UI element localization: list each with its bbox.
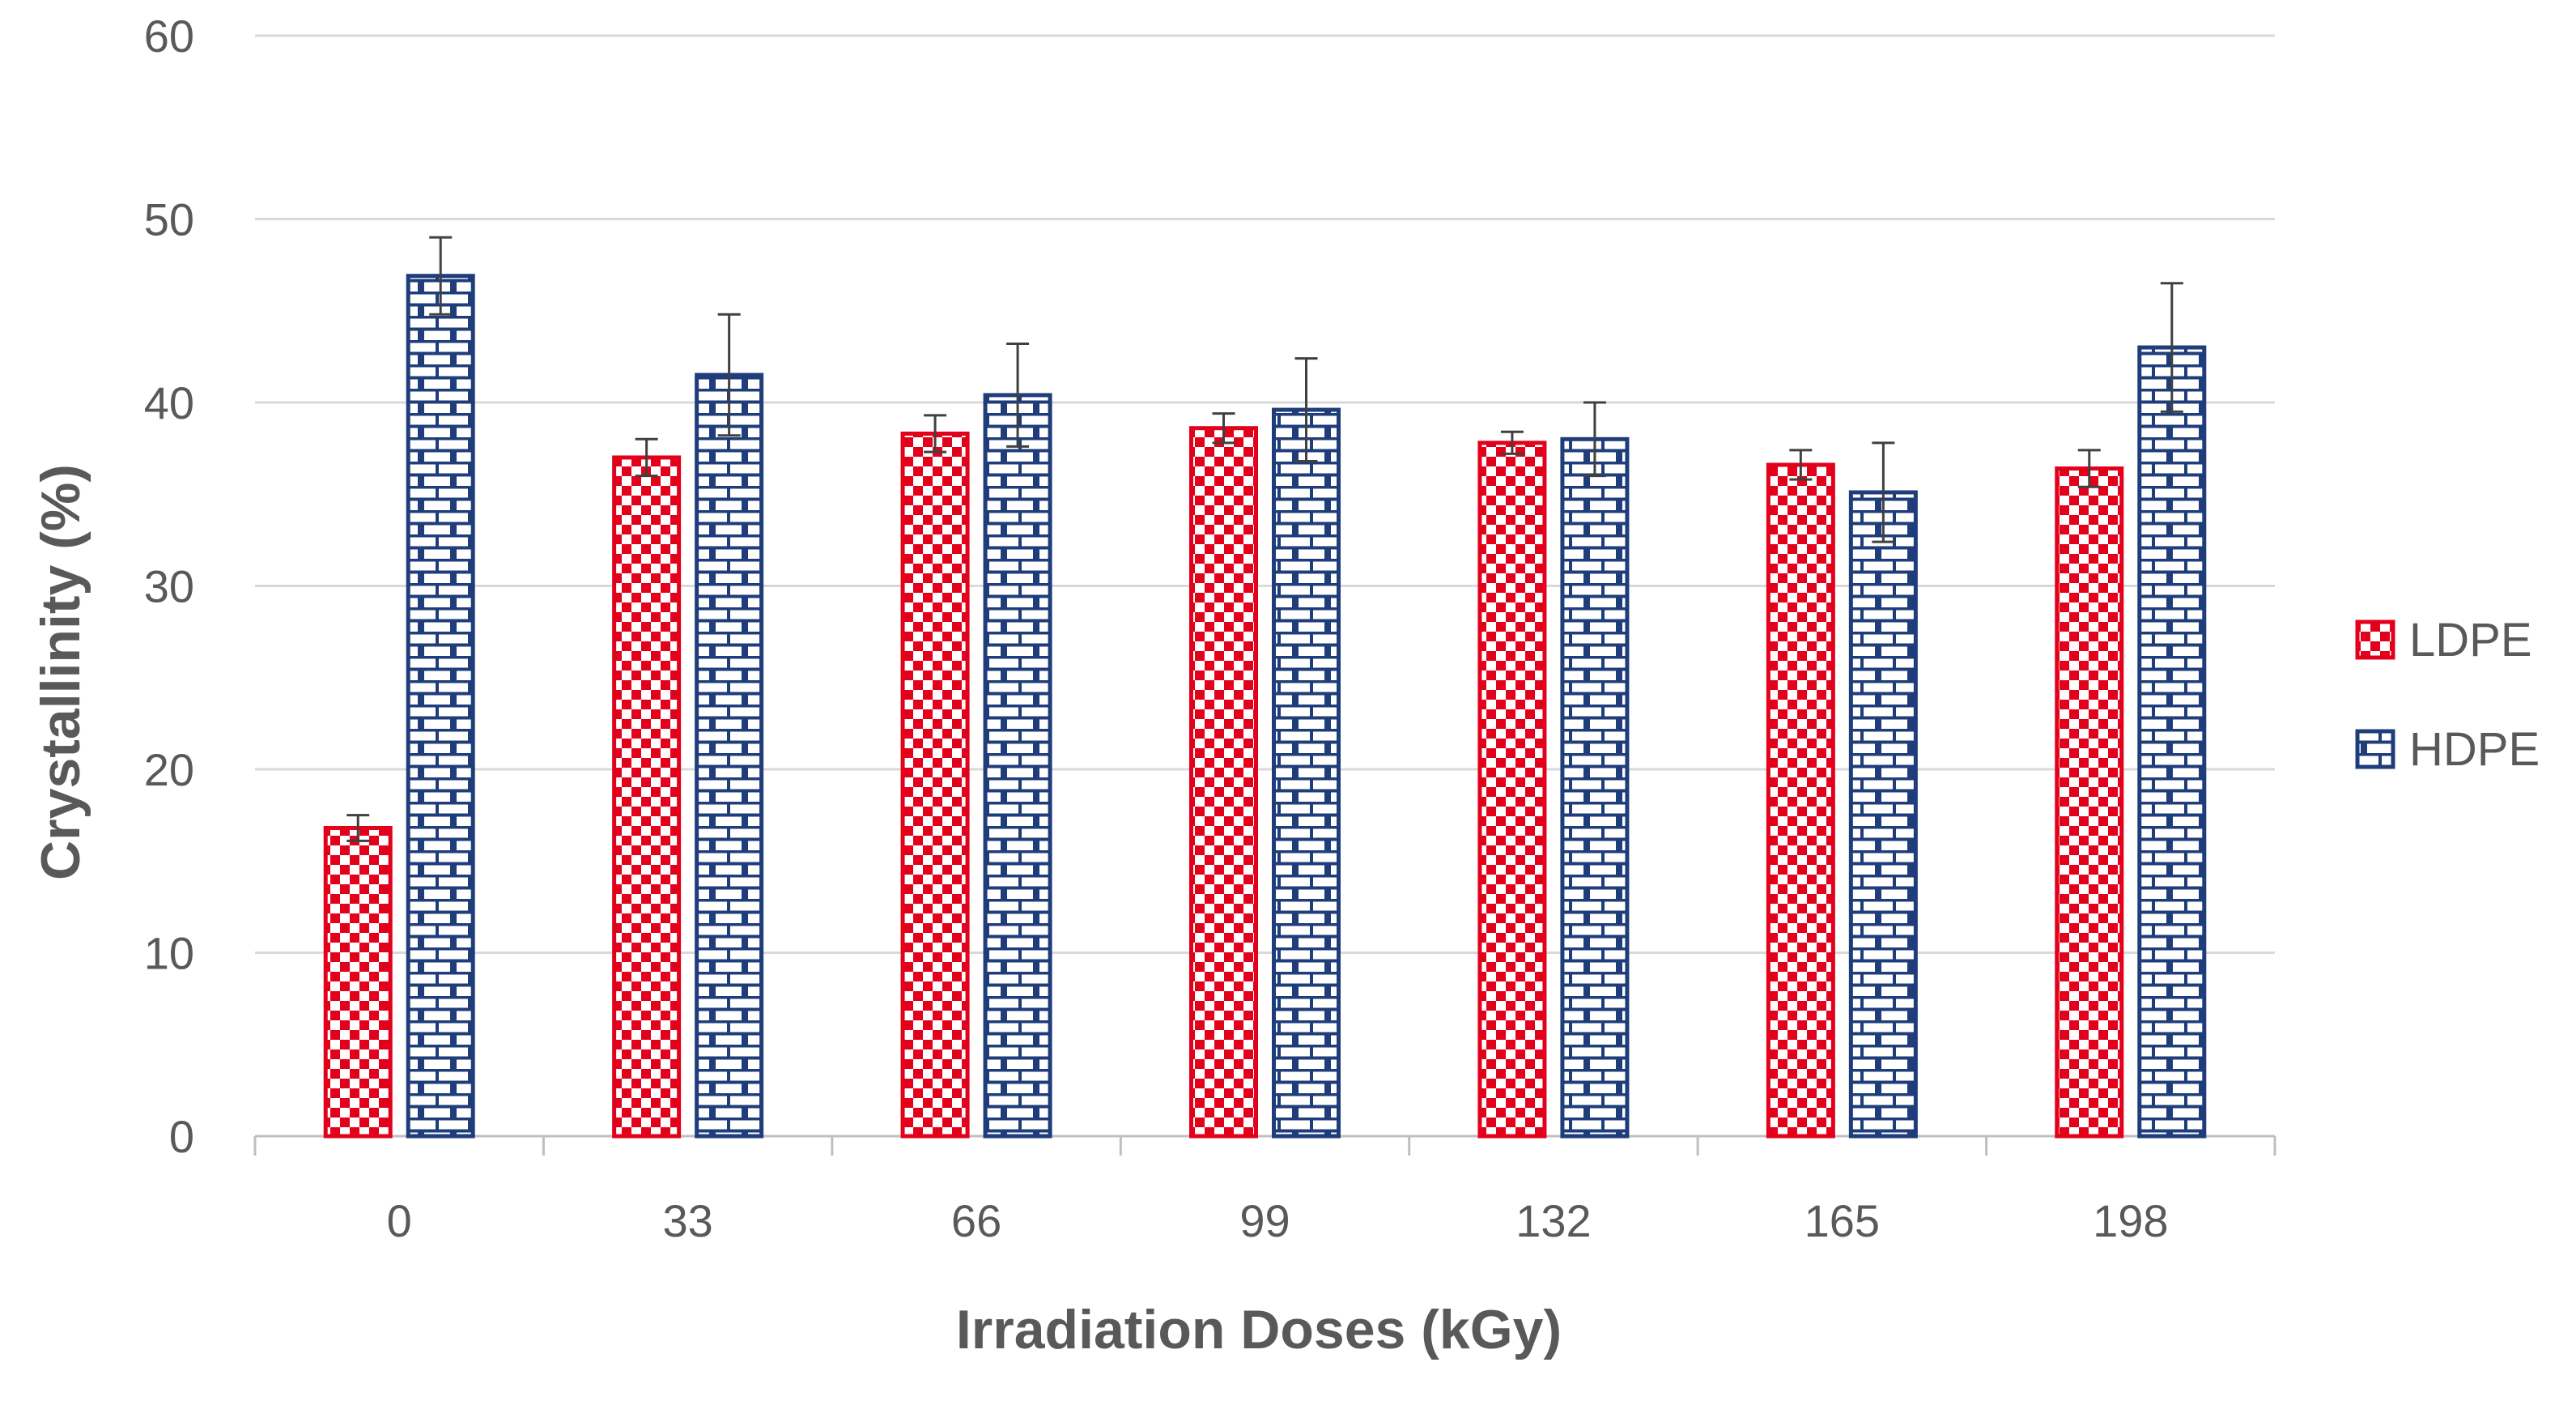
y-tick-label: 30 [144, 561, 194, 612]
bar-hdpe [983, 393, 1052, 1139]
y-tick-label: 60 [144, 11, 194, 62]
y-tick-label: 10 [144, 928, 194, 979]
bar-hdpe [406, 274, 475, 1139]
y-axis-title: Crystallinity (%) [30, 464, 91, 880]
bar-ldpe [2055, 466, 2124, 1139]
y-tick-label: 20 [144, 744, 194, 795]
bar-ldpe [1189, 426, 1258, 1139]
x-axis [253, 1135, 2276, 1156]
bar-hdpe [1848, 490, 1918, 1139]
bar-hdpe [2137, 345, 2207, 1139]
bar-hdpe [1560, 436, 1630, 1139]
bar-ldpe [900, 432, 970, 1139]
bar-ldpe [612, 455, 682, 1139]
y-tick-label: 50 [144, 194, 194, 245]
bars [323, 236, 2207, 1139]
gridlines [255, 34, 2275, 954]
x-tick-label: 132 [1515, 1195, 1591, 1246]
x-tick-label: 198 [2093, 1195, 2168, 1246]
bar-ldpe [1766, 462, 1835, 1139]
y-tick-label: 40 [144, 377, 194, 428]
legend-label-hdpe: HDPE [2409, 723, 2540, 776]
x-tick-label: 0 [387, 1195, 412, 1246]
legend-swatch-hdpe [2355, 729, 2395, 769]
legend-label-ldpe: LDPE [2409, 614, 2532, 666]
bar-ldpe [323, 825, 393, 1139]
x-tick-label: 33 [662, 1195, 712, 1246]
x-tick-label: 165 [1804, 1195, 1880, 1246]
bar-hdpe [695, 373, 764, 1139]
bar-hdpe [1272, 407, 1341, 1139]
x-tick-label: 99 [1239, 1195, 1290, 1246]
legend: LDPE HDPE [2355, 614, 2540, 776]
legend-swatch-ldpe [2355, 619, 2395, 660]
bar-ldpe [1477, 441, 1547, 1139]
x-tick-label: 66 [951, 1195, 1001, 1246]
tick-labels: 0 10 20 30 40 50 60 0 33 66 99 132 165 198 [144, 11, 2169, 1246]
y-tick-label: 0 [169, 1111, 194, 1162]
x-axis-title: Irradiation Doses (kGy) [956, 1299, 1562, 1360]
